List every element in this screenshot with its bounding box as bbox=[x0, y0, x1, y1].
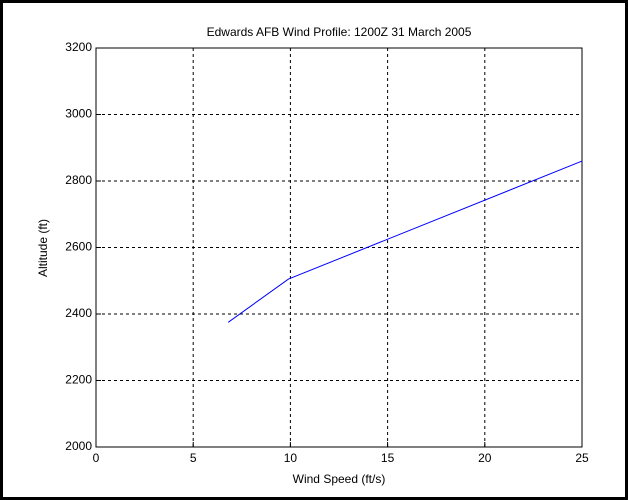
data-line bbox=[227, 160, 583, 323]
y-tick-label: 2600 bbox=[65, 240, 92, 254]
y-tick-label: 2400 bbox=[65, 306, 92, 320]
x-axis-label: Wind Speed (ft/s) bbox=[293, 472, 386, 486]
y-tick-label: 2000 bbox=[65, 439, 92, 453]
chart-title: Edwards AFB Wind Profile: 1200Z 31 March… bbox=[207, 25, 472, 39]
x-tick-label: 0 bbox=[93, 451, 100, 465]
y-tick-label: 2800 bbox=[65, 173, 92, 187]
y-tick-label: 3000 bbox=[65, 107, 92, 121]
x-tick-label: 10 bbox=[284, 451, 298, 465]
y-tick-label: 2200 bbox=[65, 373, 92, 387]
y-axis-label: Altitude (ft) bbox=[36, 219, 50, 277]
x-tick-label: 5 bbox=[190, 451, 197, 465]
axes-box bbox=[95, 47, 583, 448]
x-tick-label: 15 bbox=[381, 451, 395, 465]
x-tick-label: 20 bbox=[478, 451, 492, 465]
y-tick-label: 3200 bbox=[65, 40, 92, 54]
x-tick-label: 25 bbox=[575, 451, 589, 465]
